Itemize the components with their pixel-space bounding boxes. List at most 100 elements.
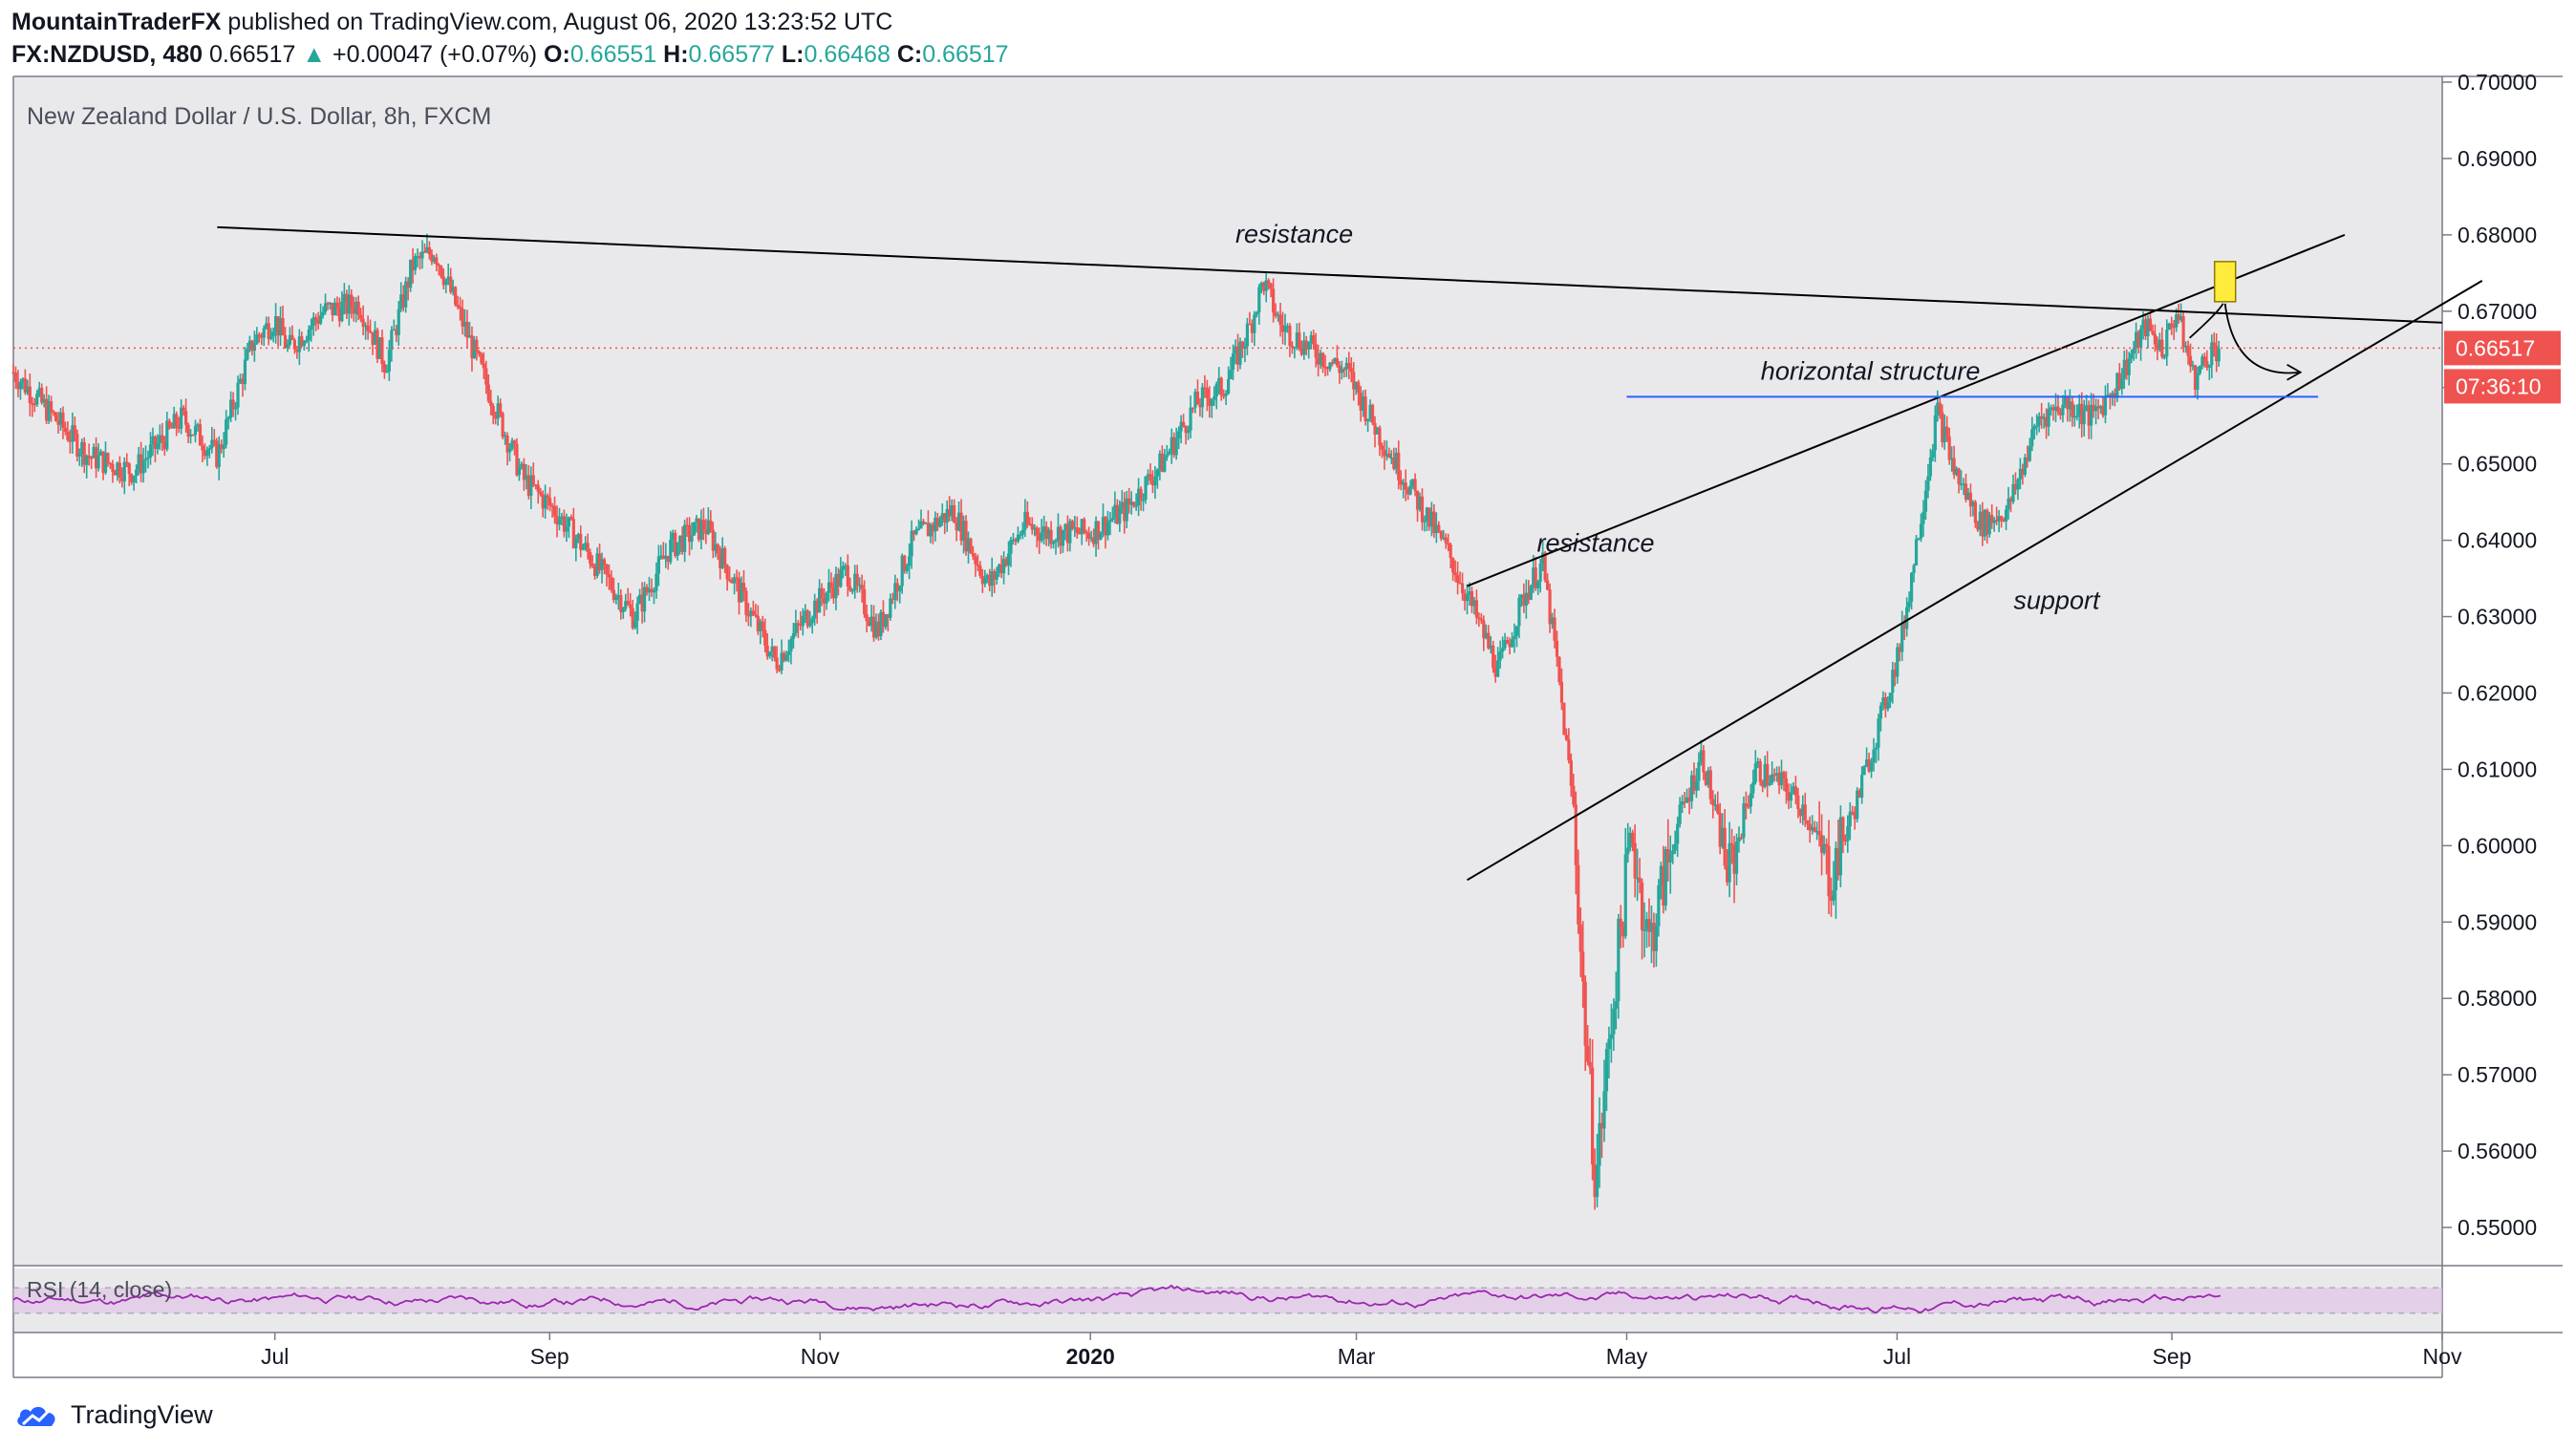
candle-body — [1713, 804, 1717, 806]
candle-body — [714, 544, 718, 551]
publisher-name[interactable]: MountainTraderFX — [11, 9, 222, 35]
candle-body — [286, 344, 290, 349]
candle-body — [2177, 314, 2180, 320]
candle-body — [1255, 311, 1258, 315]
candle-body — [40, 388, 44, 403]
candle-body — [1599, 1122, 1604, 1129]
candle-body — [1819, 835, 1824, 853]
candle-body — [328, 302, 333, 305]
candle-body — [297, 336, 301, 352]
candle-body — [876, 621, 881, 637]
candle-body — [1425, 507, 1429, 522]
candle-body — [943, 513, 947, 523]
candle-body — [430, 254, 434, 262]
candle-body — [2188, 355, 2193, 367]
candle-body — [590, 564, 594, 566]
tradingview-logo[interactable]: TradingView — [13, 1400, 213, 1430]
candle-body — [2200, 356, 2204, 367]
candle-body — [241, 378, 245, 385]
candle-body — [616, 594, 620, 597]
candle-body — [2193, 365, 2198, 391]
candle-body — [1432, 511, 1436, 534]
candle-body — [2202, 356, 2206, 361]
candle-body — [1210, 399, 1213, 406]
candle-body — [2156, 344, 2159, 351]
candle-body — [440, 266, 443, 277]
candle-body — [959, 512, 963, 542]
candle-body — [2030, 429, 2034, 447]
candle-body — [85, 455, 89, 465]
candle-body — [534, 484, 538, 486]
candle-body — [1397, 452, 1401, 480]
candle-body — [13, 373, 18, 382]
candle-body — [238, 378, 243, 383]
candle-body — [2018, 468, 2022, 480]
candle-body — [257, 334, 261, 336]
candle-body — [687, 524, 692, 543]
candle-body — [1699, 750, 1704, 762]
candle-body — [1848, 811, 1852, 827]
candle-body — [116, 462, 119, 476]
candle-body — [720, 547, 724, 568]
candle-body — [1383, 449, 1386, 457]
candle-body — [1108, 520, 1112, 522]
candle-body — [1734, 842, 1739, 874]
y-tick-label: 0.57000 — [2458, 1062, 2537, 1087]
candle-body — [1365, 418, 1370, 422]
candle-body — [1559, 682, 1564, 703]
candle-body — [1966, 492, 1970, 501]
candle-body — [905, 565, 909, 571]
candle-body — [547, 498, 552, 506]
candle-body — [796, 623, 800, 625]
candle-body — [1626, 847, 1630, 855]
candle-body — [1742, 803, 1746, 838]
candle-body — [1505, 640, 1510, 644]
trendline-1[interactable] — [1467, 233, 2346, 587]
candle-body — [1420, 496, 1425, 522]
candle-body — [1447, 543, 1450, 545]
candle-body — [2162, 356, 2166, 358]
candle-body — [1059, 526, 1063, 546]
candle-body — [846, 565, 849, 586]
candle-body — [1253, 314, 1256, 333]
trendline-0[interactable] — [217, 225, 2443, 324]
candle-body — [364, 325, 368, 328]
candle-body — [425, 246, 429, 252]
candle-body — [390, 330, 394, 351]
candle-body — [600, 559, 604, 570]
candle-body — [799, 624, 803, 627]
candle-body — [2165, 330, 2169, 357]
candle-body — [1862, 765, 1866, 776]
candle-body — [969, 538, 973, 554]
candle-body — [910, 530, 913, 557]
candle-body — [77, 454, 81, 457]
candle-body — [635, 603, 639, 622]
candle-body — [1747, 805, 1750, 808]
candle-body — [1681, 800, 1685, 805]
highlight-marker[interactable] — [2213, 261, 2237, 303]
candle-body — [1793, 786, 1797, 796]
candle-body — [331, 302, 334, 316]
candle-body — [1673, 843, 1677, 851]
candle-body — [359, 314, 363, 319]
candle-body — [1602, 1091, 1606, 1129]
candle-body — [1896, 647, 1900, 677]
candle-body — [935, 517, 939, 527]
candle-body — [1787, 791, 1791, 801]
candle-body — [1959, 483, 1964, 486]
trendline-2[interactable] — [1466, 279, 2483, 882]
candle-body — [1498, 651, 1502, 661]
candle-body — [1484, 632, 1488, 639]
candle-body — [1685, 797, 1689, 803]
candle-body — [274, 316, 278, 332]
candle-body — [1387, 453, 1391, 458]
candle-body — [392, 329, 396, 331]
candle-body — [462, 321, 467, 327]
publish-line: MountainTraderFX published on TradingVie… — [11, 6, 1009, 38]
candle-body — [2175, 314, 2179, 328]
candle-body — [153, 436, 158, 449]
candle-body — [1689, 775, 1694, 801]
candle-body — [283, 334, 288, 349]
candle-body — [993, 570, 997, 580]
